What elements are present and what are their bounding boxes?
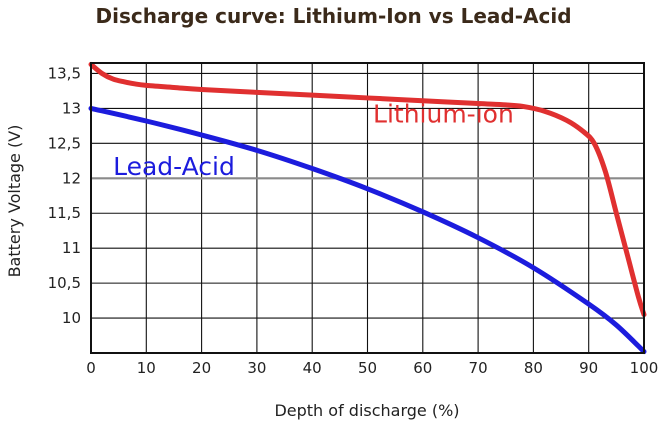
x-tick-label: 70 xyxy=(469,359,488,377)
y-tick-label: 11 xyxy=(62,239,81,257)
y-tick-label: 10 xyxy=(62,309,81,327)
x-tick-labels: 0 10 20 30 40 50 60 70 80 90 100 xyxy=(86,359,658,377)
x-tick-label: 50 xyxy=(358,359,377,377)
x-tick-label: 20 xyxy=(192,359,211,377)
x-tick-label: 100 xyxy=(630,359,659,377)
y-tick-label: 10,5 xyxy=(48,274,81,292)
x-tick-label: 80 xyxy=(524,359,543,377)
x-tick-label: 0 xyxy=(86,359,96,377)
y-tick-label: 13,5 xyxy=(48,64,81,82)
chart-title: Discharge curve: Lithium-Ion vs Lead-Aci… xyxy=(95,4,572,28)
series-labels: Lithium-ion Lead-Acid xyxy=(113,99,514,180)
y-tick-label: 11,5 xyxy=(48,204,81,222)
y-axis-label: Battery Voltage (V) xyxy=(5,125,24,278)
series-line-lead-acid xyxy=(88,105,647,355)
x-tick-label: 90 xyxy=(579,359,598,377)
series-label-lithium-ion: Lithium-ion xyxy=(373,99,514,128)
series-label-lead-acid: Lead-Acid xyxy=(113,152,235,181)
y-tick-label: 12 xyxy=(62,169,81,187)
plot-frame xyxy=(90,62,645,354)
series-group xyxy=(88,61,647,355)
y-tick-label: 12,5 xyxy=(48,134,81,152)
x-tick-label: 10 xyxy=(137,359,156,377)
x-tick-label: 40 xyxy=(303,359,322,377)
y-tick-label: 13 xyxy=(62,99,81,117)
y-tick-labels: 10 10,5 11 11,5 12 12,5 13 13,5 xyxy=(48,64,81,327)
x-tick-label: 30 xyxy=(247,359,266,377)
x-tick-label: 60 xyxy=(413,359,432,377)
x-axis-label: Depth of discharge (%) xyxy=(274,401,459,420)
series-line-lithium-ion xyxy=(88,61,647,318)
